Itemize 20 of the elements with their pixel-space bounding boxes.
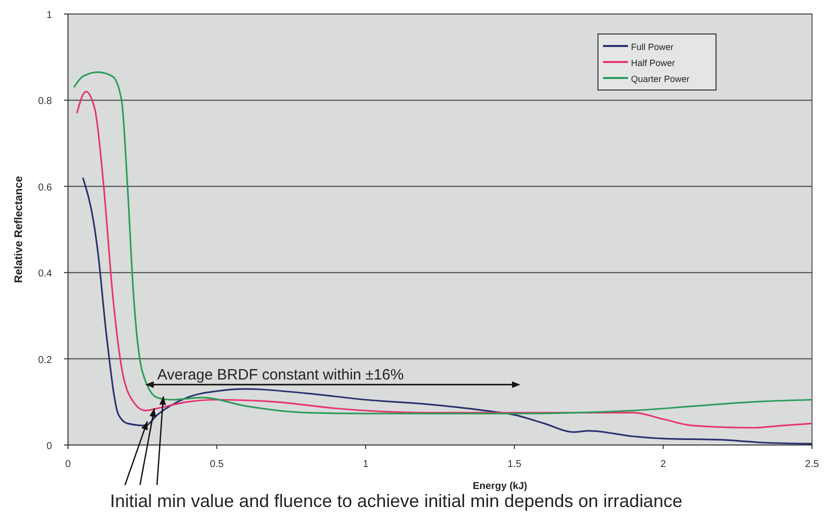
annotation: Average BRDF constant within ±16% <box>157 366 404 384</box>
x-tick-label: 0 <box>65 459 72 470</box>
line-series <box>82 176 813 445</box>
legend-label: Quarter Power <box>631 74 690 84</box>
annotation: Initial min value and fluence to achieve initial min depends on irradiance <box>110 491 682 511</box>
y-tick-label: 0.6 <box>38 182 52 194</box>
legend-label: Full Power <box>631 42 674 52</box>
y-tick-label: 0.8 <box>38 96 52 108</box>
legend-label: Half Power <box>631 58 676 68</box>
y-axis-title: Relative Reflectance <box>13 176 25 283</box>
y-tick-label: 0.4 <box>38 268 52 280</box>
x-tick-label: 1.5 <box>507 459 522 470</box>
x-tick-label: 2.5 <box>805 459 820 470</box>
x-tick-label: 1 <box>362 459 369 470</box>
x-axis-title: Energy (kJ) <box>472 481 528 492</box>
y-tick-label: 0 <box>46 441 52 452</box>
x-tick-label: 2 <box>660 459 666 470</box>
y-tick-label: 1 <box>46 10 52 21</box>
x-tick-label: 0.5 <box>210 459 224 470</box>
y-tick-label: 0.2 <box>38 354 52 366</box>
